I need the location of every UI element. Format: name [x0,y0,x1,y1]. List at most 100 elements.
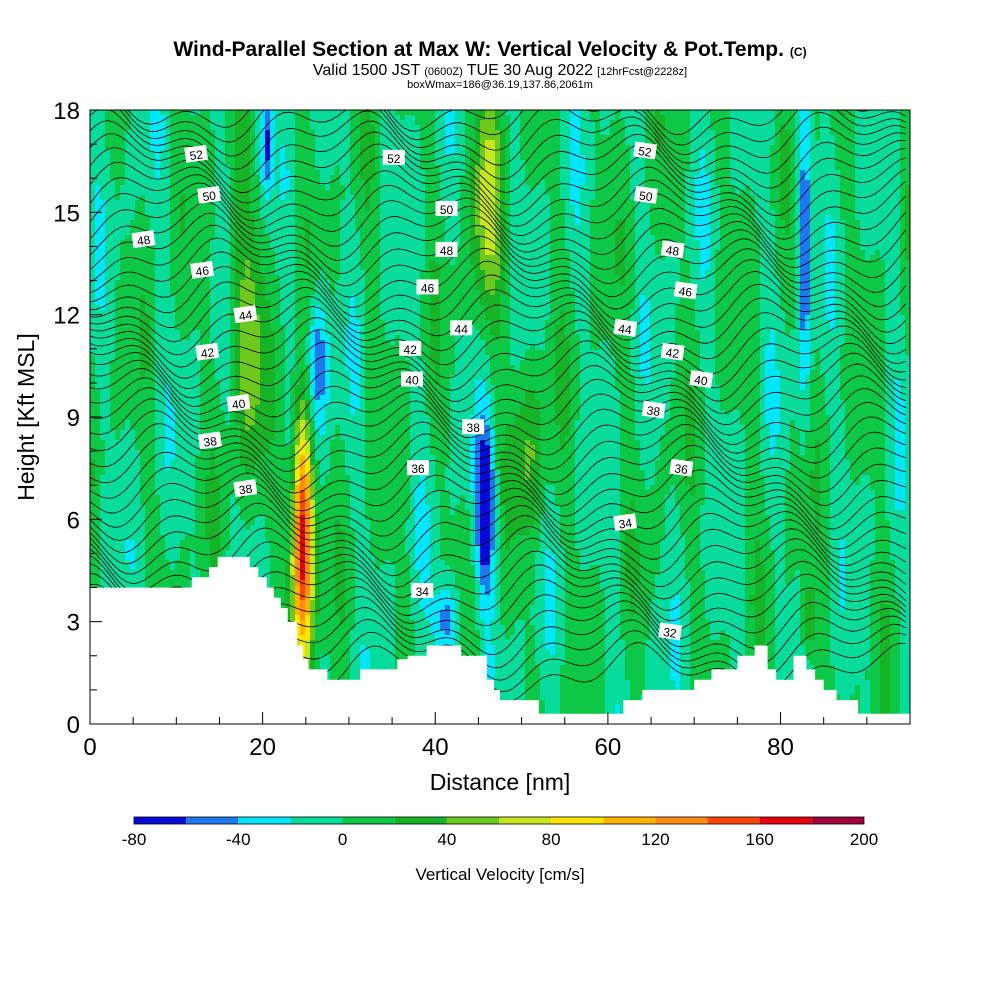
w-cell [275,385,286,391]
w-cell [900,200,906,206]
w-cell [495,580,501,586]
w-cell [795,310,801,316]
w-cell [380,220,426,226]
w-cell [490,415,496,421]
w-cell [895,380,901,386]
w-cell [155,320,176,326]
w-cell [830,510,876,516]
w-cell [800,315,806,321]
w-cell [155,400,166,406]
w-cell [230,365,236,371]
w-cell [90,515,101,521]
w-cell [305,470,311,476]
w-cell [495,415,516,421]
w-cell [565,220,576,226]
w-cell [810,220,826,226]
w-cell [580,140,596,146]
w-cell [700,525,746,531]
w-cell [365,315,381,321]
w-cell [360,385,366,391]
w-cell [280,280,296,286]
w-cell [170,270,211,276]
w-cell [100,575,146,581]
w-cell [480,560,491,566]
w-cell [470,170,476,176]
w-cell [495,115,501,121]
w-cell [310,460,316,466]
w-cell [510,210,551,216]
w-cell [500,320,511,326]
w-cell [270,320,281,326]
w-cell [345,460,366,466]
w-cell [325,420,366,426]
w-cell [170,215,181,221]
w-cell [580,355,616,361]
w-cell [835,165,856,171]
w-cell [620,435,636,441]
w-cell [660,140,691,146]
w-cell [230,380,236,386]
w-cell [545,505,561,511]
w-cell [535,390,556,396]
w-cell [505,540,511,546]
w-cell [195,520,206,526]
w-cell [495,445,506,451]
w-cell [270,300,281,306]
w-cell [625,570,641,576]
w-cell [155,405,166,411]
w-cell [800,235,811,241]
w-cell [360,130,376,136]
w-cell [770,435,776,441]
w-cell [570,155,586,161]
w-cell [765,375,781,381]
w-cell [500,475,526,481]
w-cell [900,135,910,141]
w-cell [800,320,806,326]
w-cell [310,495,316,501]
w-cell [300,440,306,446]
w-cell [310,490,316,496]
w-cell [635,285,681,291]
w-cell [215,215,231,221]
w-cell [150,315,156,321]
w-cell [425,410,451,416]
w-cell [350,130,361,136]
w-cell [795,240,801,246]
w-cell [615,260,626,266]
w-cell [250,270,261,276]
w-cell [700,160,706,166]
w-cell [695,490,706,496]
w-cell [545,325,556,331]
w-cell [265,120,271,126]
w-cell [810,395,826,401]
w-cell [660,550,686,556]
w-cell [300,470,306,476]
w-cell [380,175,426,181]
w-cell [570,415,581,421]
w-cell [230,505,241,511]
w-cell [235,215,256,221]
w-cell [395,565,411,571]
w-cell [810,150,836,156]
w-cell [115,185,121,191]
w-cell [500,510,506,516]
w-cell [585,160,596,166]
w-cell [575,480,621,486]
w-cell [700,545,746,551]
w-cell [905,460,910,466]
w-cell [635,215,651,221]
w-cell [475,120,481,126]
w-cell [590,295,636,301]
w-cell [485,145,496,151]
w-cell [315,165,336,171]
w-cell [150,345,156,351]
w-cell [585,175,596,181]
w-cell [165,125,171,131]
w-cell [900,230,906,236]
w-cell [470,205,476,211]
w-cell [210,250,231,256]
w-cell [175,435,201,441]
w-cell [835,265,846,271]
w-cell [470,230,476,236]
w-cell [840,570,846,576]
